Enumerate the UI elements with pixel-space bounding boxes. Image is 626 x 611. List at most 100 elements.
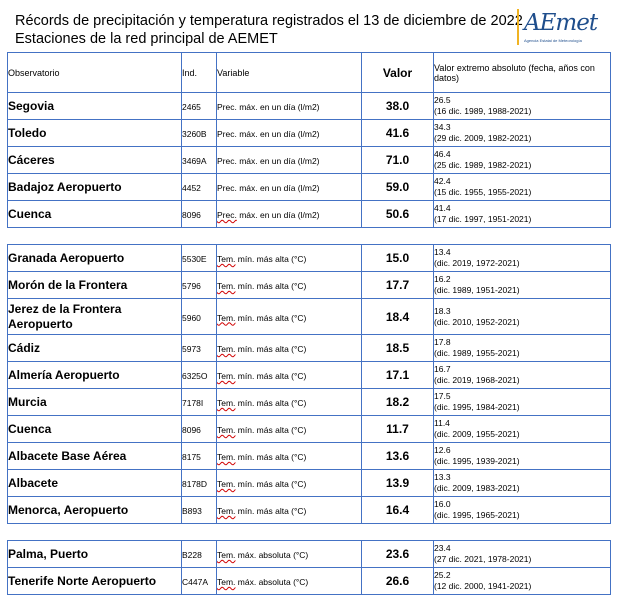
extreme-value: 16.0: [434, 499, 451, 509]
valor-cell: 11.7: [361, 415, 434, 443]
variable-abbrev: Tem.: [217, 398, 236, 408]
record-value: 18.4: [385, 309, 410, 324]
table-row: Almería Aeropuerto 6325O Tem. mín. más alt…: [7, 361, 611, 389]
extreme-value: 16.7: [434, 364, 451, 374]
variable-description: mín. más alta (°C): [235, 506, 307, 516]
valor-cell: 26.6: [361, 567, 434, 595]
variable-description: máx. en un día (l/m2): [236, 210, 320, 220]
record-value: 50.6: [385, 207, 410, 221]
observatorio-cell: Toledo: [7, 119, 182, 147]
table-row: Tenerife Norte Aeropuerto C447A Tem. máx. …: [7, 567, 611, 595]
table-row: Albacete Base Aérea 8175 Tem. mín. más alt…: [7, 442, 611, 470]
extreme-detail: (17 dic. 1997, 1951-2021): [434, 214, 532, 224]
table-row: Murcia 7178I Tem. mín. más alta (°C) 18.2 17…: [7, 388, 611, 416]
table-row: Granada Aeropuerto 5530E Tem. mín. más alt…: [7, 244, 611, 272]
variable-abbrev: Tem.: [217, 506, 236, 516]
observatorio-name: Toledo: [8, 125, 47, 140]
extremo-cell: 25.2 (12 dic. 2000, 1941-2021): [433, 567, 611, 595]
valor-cell: 50.6: [361, 200, 434, 228]
extremo-cell: 18.3 (dic. 2010, 1952-2021): [433, 298, 611, 335]
variable-abbrev: Prec.: [217, 210, 237, 220]
variable-description: máx. en un día (l/m2): [236, 102, 320, 112]
records-table: Observatorio Ind. Variable Valor Valor e…: [7, 52, 611, 595]
ind-cell: 8175: [181, 442, 217, 470]
table-row: Badajoz Aeropuerto 4452 Prec. máx. en un d…: [7, 173, 611, 201]
observatorio-cell: Badajoz Aeropuerto: [7, 173, 182, 201]
variable-abbrev: Tem.: [217, 479, 236, 489]
table-spacer-row: [7, 227, 611, 245]
extreme-value: 25.2: [434, 570, 451, 580]
variable-abbrev: Prec.: [217, 129, 237, 139]
document-header: Récords de precipitación y temperatura r…: [15, 12, 523, 48]
observatorio-cell: Menorca, Aeropuerto: [7, 496, 182, 524]
variable-description: máx. absoluta (°C): [235, 577, 309, 587]
extremo-cell: 23.4 (27 dic. 2021, 1978-2021): [433, 540, 611, 568]
valor-cell: 71.0: [361, 146, 434, 174]
variable-abbrev: Tem.: [217, 425, 236, 435]
variable-description: mín. más alta (°C): [235, 344, 307, 354]
spacer-cell: [433, 227, 611, 245]
variable-cell: Tem. mín. más alta (°C): [216, 334, 362, 362]
ind-cell: 5973: [181, 334, 217, 362]
table-row: Cuenca 8096 Prec. máx. en un día (l/m2) 50.…: [7, 200, 611, 228]
variable-abbrev: Tem.: [217, 452, 236, 462]
variable-description: mín. más alta (°C): [235, 254, 307, 264]
observatorio-name: Murcia: [8, 394, 47, 409]
extreme-detail: (dic. 2019, 1968-2021): [434, 375, 520, 385]
aemet-logo: AEmet Agencia Estatal de Meteorología: [517, 9, 598, 49]
spacer-cell: [181, 523, 217, 541]
extreme-value: 17.5: [434, 391, 451, 401]
observatorio-cell: Segovia: [7, 92, 182, 120]
valor-cell: 59.0: [361, 173, 434, 201]
extremo-cell: 16.0 (dic. 1995, 1965-2021): [433, 496, 611, 524]
station-indicator: C447A: [182, 577, 209, 587]
extreme-value: 34.3: [434, 122, 451, 132]
extremo-cell: 16.7 (dic. 2019, 1968-2021): [433, 361, 611, 389]
observatorio-cell: Granada Aeropuerto: [7, 244, 182, 272]
ind-cell: 3469A: [181, 146, 217, 174]
extremo-cell: 12.6 (dic. 1995, 1939-2021): [433, 442, 611, 470]
spacer-cell: [216, 523, 362, 541]
extremo-cell: 26.5 (16 dic. 1989, 1988-2021): [433, 92, 611, 120]
record-value: 59.0: [385, 180, 410, 194]
valor-cell: 15.0: [361, 244, 434, 272]
valor-cell: 17.7: [361, 271, 434, 299]
observatorio-cell: Palma, Puerto: [7, 540, 182, 568]
variable-cell: Tem. mín. más alta (°C): [216, 469, 362, 497]
extremo-cell: 11.4 (dic. 2009, 1955-2021): [433, 415, 611, 443]
table-row: Albacete 8178D Tem. mín. más alta (°C) 13.9…: [7, 469, 611, 497]
extremo-cell: 42.4 (15 dic. 1955, 1955-2021): [433, 173, 611, 201]
valor-cell: 17.1: [361, 361, 434, 389]
variable-description: mín. más alta (°C): [235, 452, 307, 462]
ind-cell: 4452: [181, 173, 217, 201]
extremo-cell: 46.4 (25 dic. 1989, 1982-2021): [433, 146, 611, 174]
extreme-value: 41.4: [434, 203, 451, 213]
ind-cell: 8096: [181, 415, 217, 443]
variable-cell: Prec. máx. en un día (l/m2): [216, 146, 362, 174]
record-value: 18.2: [385, 395, 410, 409]
ind-cell: 8096: [181, 200, 217, 228]
extremo-cell: 34.3 (29 dic. 2009, 1982-2021): [433, 119, 611, 147]
observatorio-name: Cuenca: [8, 206, 52, 221]
spacer-cell: [361, 227, 434, 245]
extremo-cell: 41.4 (17 dic. 1997, 1951-2021): [433, 200, 611, 228]
variable-cell: Prec. máx. en un día (l/m2): [216, 119, 362, 147]
valor-cell: 18.2: [361, 388, 434, 416]
table-row: Cádiz 5973 Tem. mín. más alta (°C) 18.5 17.8…: [7, 334, 611, 362]
record-value: 13.9: [385, 476, 410, 490]
observatorio-name: Cádiz: [8, 340, 41, 355]
station-indicator: 5973: [182, 344, 201, 354]
variable-description: máx. en un día (l/m2): [236, 156, 320, 166]
station-indicator: B893: [182, 506, 202, 516]
ind-cell: 8178D: [181, 469, 217, 497]
observatorio-name: Cuenca: [8, 421, 52, 436]
variable-cell: Tem. mín. más alta (°C): [216, 442, 362, 470]
spacer-cell: [181, 227, 217, 245]
record-value: 38.0: [385, 99, 410, 113]
spacer-cell: [433, 523, 611, 541]
observatorio-name: Albacete: [8, 475, 59, 490]
extreme-detail: (dic. 2009, 1955-2021): [434, 429, 520, 439]
table-row: Jerez de la Frontera Aeropuerto 5960 Tem. …: [7, 298, 611, 335]
variable-abbrev: Tem.: [217, 577, 236, 587]
station-indicator: 5796: [182, 281, 201, 291]
